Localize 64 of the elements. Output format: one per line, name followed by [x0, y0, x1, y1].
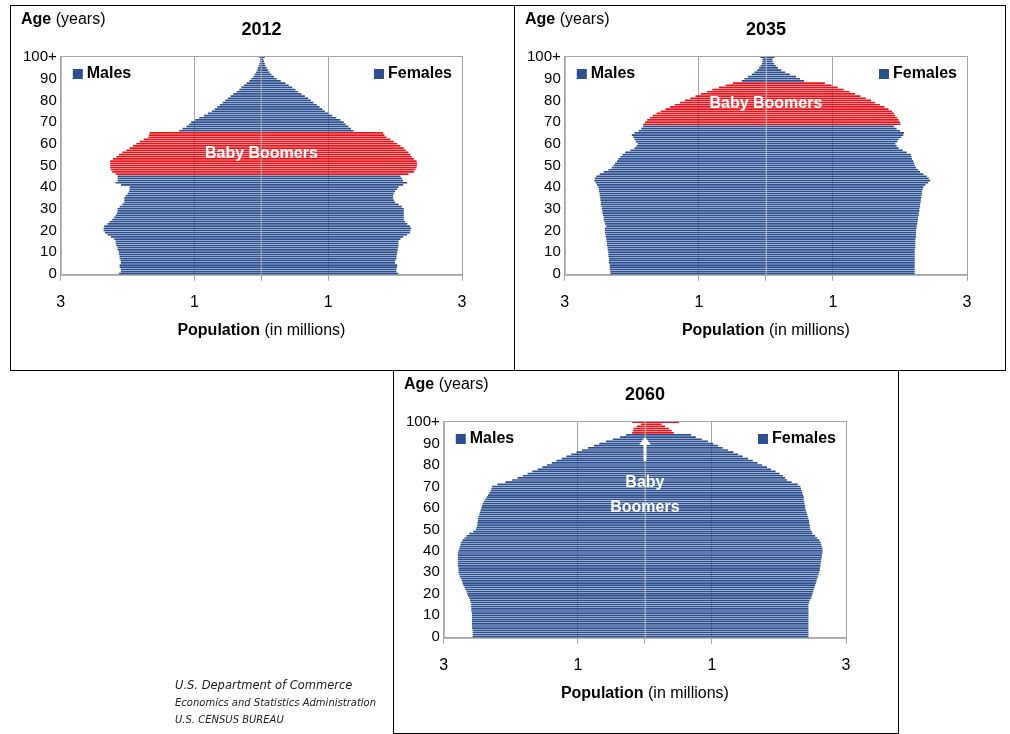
y-tick-label: 40: [423, 541, 440, 559]
y-axis-title: Age (years): [404, 375, 489, 393]
y-tick-label: 70: [423, 476, 440, 494]
x-tick-label: 1: [573, 655, 583, 673]
legend-label: Females: [387, 64, 453, 82]
x-tick-label: 1: [323, 292, 333, 310]
y-tick-label: 60: [423, 498, 440, 516]
annotation: Baby Boomers: [610, 473, 680, 516]
y-tick-label: 80: [40, 90, 57, 108]
y-tick-label: 100+: [526, 47, 562, 65]
y-tick-label: 40: [544, 177, 561, 195]
y-tick-label: 90: [40, 68, 57, 86]
y-tick-label: 70: [40, 112, 57, 130]
y-axis-title: Age (years): [525, 10, 610, 28]
x-tick-label: 1: [828, 292, 838, 310]
x-axis-title: Population (in millions): [560, 684, 729, 702]
y-tick-label: 60: [544, 133, 561, 151]
y-tick-label: 30: [423, 562, 440, 580]
chart-title: 2035: [745, 18, 786, 39]
x-tick-label: 1: [694, 292, 704, 310]
y-tick-label: 20: [544, 220, 561, 238]
y-tick-label: 90: [544, 68, 561, 86]
chart-title: 2060: [624, 383, 665, 404]
legend-label: Females: [771, 429, 837, 447]
y-tick-label: 50: [544, 155, 561, 173]
y-tick-label: 100+: [22, 47, 58, 65]
text: U.S. CENSUS BUREAU: [175, 713, 285, 727]
y-tick-label: 50: [423, 519, 440, 537]
y-tick-label: 40: [40, 177, 57, 195]
y-tick-label: 90: [423, 433, 440, 451]
x-tick-label: 1: [707, 655, 717, 673]
legend-label: Females: [892, 64, 958, 82]
chart-title: 2012: [241, 18, 282, 39]
legend-label: Males: [469, 429, 515, 447]
y-tick-label: 30: [544, 198, 561, 216]
y-tick-label: 30: [40, 198, 57, 216]
y-tick-label: 70: [544, 112, 561, 130]
y-tick-label: 20: [40, 220, 57, 238]
y-tick-label: 80: [423, 455, 440, 473]
y-tick-label: 60: [40, 133, 57, 151]
y-tick-label: 10: [40, 242, 57, 260]
legend-label: Males: [590, 64, 636, 82]
y-tick-label: 50: [40, 155, 57, 173]
legend-label: Males: [86, 64, 132, 82]
x-tick-label: 3: [457, 292, 467, 310]
x-axis-title: Population (in millions): [681, 321, 850, 339]
x-tick-label: 1: [190, 292, 200, 310]
x-tick-label: 3: [841, 655, 851, 673]
x-tick-label: 3: [962, 292, 972, 310]
y-tick-label: 80: [544, 90, 561, 108]
y-axis-title: Age (years): [21, 10, 106, 28]
y-tick-label: 20: [423, 583, 440, 601]
x-tick-label: 3: [560, 292, 570, 310]
text: U.S. Department of Commerce: [175, 677, 354, 694]
y-tick-label: 100+: [405, 412, 441, 430]
y-tick-label: 10: [423, 605, 440, 623]
y-tick-label: 0: [552, 263, 561, 281]
y-tick-label: 0: [48, 263, 57, 281]
x-axis-title: Population (in millions): [177, 321, 346, 339]
x-tick-label: 3: [56, 292, 66, 310]
x-tick-label: 3: [439, 655, 449, 673]
y-tick-label: 0: [431, 626, 440, 644]
text: Economics and Statistics Administration: [175, 696, 377, 710]
y-tick-label: 10: [544, 242, 561, 260]
